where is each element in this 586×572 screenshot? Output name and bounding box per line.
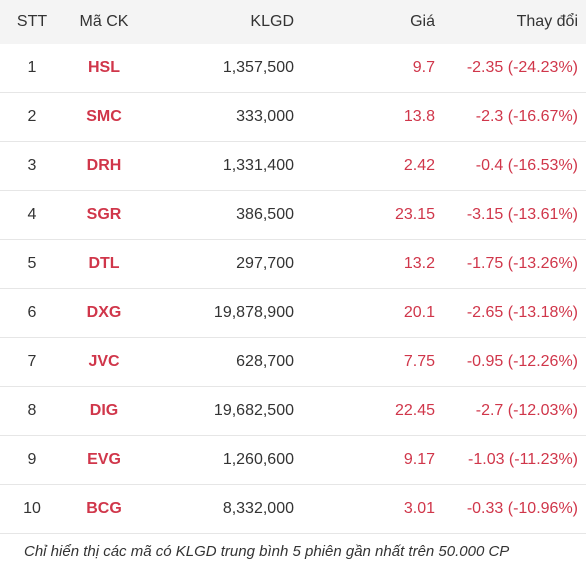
row-volume: 297,700	[236, 255, 294, 272]
row-stt: 10	[23, 500, 41, 517]
row-price: 20.1	[403, 304, 435, 321]
row-change: -0.33 (-10.96%)	[466, 500, 578, 517]
stock-code-link[interactable]: DXG	[86, 304, 122, 321]
row-volume: 1,331,400	[222, 157, 294, 174]
header-change: Thay đổi	[516, 13, 578, 30]
row-price: 3.01	[403, 500, 435, 517]
row-stt: 8	[27, 402, 37, 419]
row-stt: 4	[27, 206, 37, 223]
row-change: -3.15 (-13.61%)	[466, 206, 578, 223]
stock-code-link[interactable]: DRH	[86, 157, 122, 174]
row-change: -2.65 (-13.18%)	[466, 304, 578, 321]
row-change: -2.7 (-12.03%)	[475, 402, 578, 419]
row-volume: 1,260,600	[222, 451, 294, 468]
table-row: 9 EVG 1,260,600 9.17 -1.03 (-11.23%)	[0, 436, 586, 485]
row-volume: 628,700	[236, 353, 294, 370]
stock-code-link[interactable]: SGR	[86, 206, 122, 223]
table-row: 1 HSL 1,357,500 9.7 -2.35 (-24.23%)	[0, 44, 586, 93]
row-change: -2.3 (-16.67%)	[475, 108, 578, 125]
row-price: 2.42	[403, 157, 435, 174]
header-stt: STT	[16, 13, 48, 30]
row-price: 22.45	[394, 402, 435, 419]
stock-code-link[interactable]: EVG	[87, 451, 121, 468]
row-change: -2.35 (-24.23%)	[466, 59, 578, 76]
row-price: 7.75	[403, 353, 435, 370]
table-row: 3 DRH 1,331,400 2.42 -0.4 (-16.53%)	[0, 142, 586, 191]
row-volume: 333,000	[236, 108, 294, 125]
row-price: 9.17	[403, 451, 435, 468]
row-volume: 19,682,500	[213, 402, 294, 419]
stock-code-link[interactable]: BCG	[86, 500, 122, 517]
table-row: 6 DXG 19,878,900 20.1 -2.65 (-13.18%)	[0, 289, 586, 338]
stock-code-link[interactable]: JVC	[88, 353, 120, 370]
row-volume: 1,357,500	[222, 59, 294, 76]
row-volume: 386,500	[236, 206, 294, 223]
row-stt: 7	[27, 353, 37, 370]
row-volume: 19,878,900	[213, 304, 294, 321]
row-stt: 2	[27, 108, 37, 125]
table-row: 2 SMC 333,000 13.8 -2.3 (-16.67%)	[0, 93, 586, 142]
row-price: 13.2	[403, 255, 435, 272]
table-row: 7 JVC 628,700 7.75 -0.95 (-12.26%)	[0, 338, 586, 387]
row-change: -1.03 (-11.23%)	[468, 451, 578, 468]
row-volume: 8,332,000	[222, 500, 294, 517]
stock-code-link[interactable]: SMC	[86, 108, 122, 125]
row-stt: 6	[27, 304, 37, 321]
table-row: 5 DTL 297,700 13.2 -1.75 (-13.26%)	[0, 240, 586, 289]
header-price: Giá	[410, 13, 435, 30]
table-header: STT Mã CK KLGD Giá Thay đổi	[0, 0, 586, 44]
table-row: 8 DIG 19,682,500 22.45 -2.7 (-12.03%)	[0, 387, 586, 436]
row-change: -0.95 (-12.26%)	[466, 353, 578, 370]
stock-code-link[interactable]: HSL	[88, 59, 120, 76]
row-stt: 9	[27, 451, 37, 468]
stock-losers-table: STT Mã CK KLGD Giá Thay đổi 1 HSL 1,357,…	[0, 0, 586, 534]
row-price: 13.8	[403, 108, 435, 125]
row-stt: 1	[27, 59, 37, 76]
row-stt: 3	[27, 157, 37, 174]
stock-code-link[interactable]: DTL	[88, 255, 120, 272]
stock-code-link[interactable]: DIG	[89, 402, 119, 419]
row-price: 23.15	[394, 206, 435, 223]
row-change: -1.75 (-13.26%)	[466, 255, 578, 272]
footnote: Chỉ hiển thị các mã có KLGD trung bình 5…	[24, 543, 510, 560]
row-change: -0.4 (-16.53%)	[475, 157, 578, 174]
table-row: 4 SGR 386,500 23.15 -3.15 (-13.61%)	[0, 191, 586, 240]
header-volume: KLGD	[250, 13, 294, 30]
header-code: Mã CK	[79, 13, 129, 30]
row-stt: 5	[27, 255, 37, 272]
table-row: 10 BCG 8,332,000 3.01 -0.33 (-10.96%)	[0, 485, 586, 534]
row-price: 9.7	[412, 59, 435, 76]
